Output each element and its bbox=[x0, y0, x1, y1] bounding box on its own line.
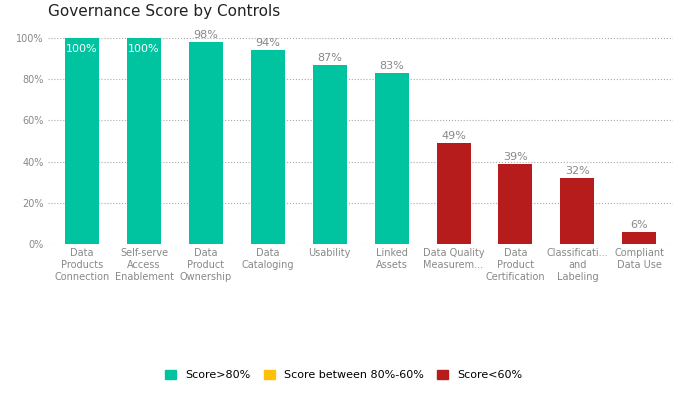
Text: 32%: 32% bbox=[565, 166, 589, 176]
Text: Governance Score by Controls: Governance Score by Controls bbox=[48, 4, 280, 19]
Bar bbox=[374, 73, 409, 244]
Text: 87%: 87% bbox=[317, 53, 342, 63]
Text: 94%: 94% bbox=[256, 38, 280, 48]
Bar bbox=[251, 50, 285, 244]
Text: 100%: 100% bbox=[128, 44, 160, 54]
Bar bbox=[127, 38, 161, 244]
Text: 6%: 6% bbox=[631, 220, 648, 230]
Bar bbox=[313, 65, 347, 244]
Text: 39%: 39% bbox=[503, 152, 528, 162]
Text: 98%: 98% bbox=[194, 30, 218, 40]
Bar bbox=[498, 164, 532, 244]
Text: 83%: 83% bbox=[379, 61, 404, 71]
Bar bbox=[561, 178, 594, 244]
Text: 100%: 100% bbox=[67, 44, 98, 54]
Bar bbox=[436, 143, 471, 244]
Text: 49%: 49% bbox=[441, 131, 466, 141]
Bar bbox=[622, 232, 656, 244]
Bar bbox=[189, 42, 223, 244]
Legend: Score>80%, Score between 80%-60%, Score<60%: Score>80%, Score between 80%-60%, Score<… bbox=[161, 365, 526, 385]
Bar bbox=[65, 38, 99, 244]
